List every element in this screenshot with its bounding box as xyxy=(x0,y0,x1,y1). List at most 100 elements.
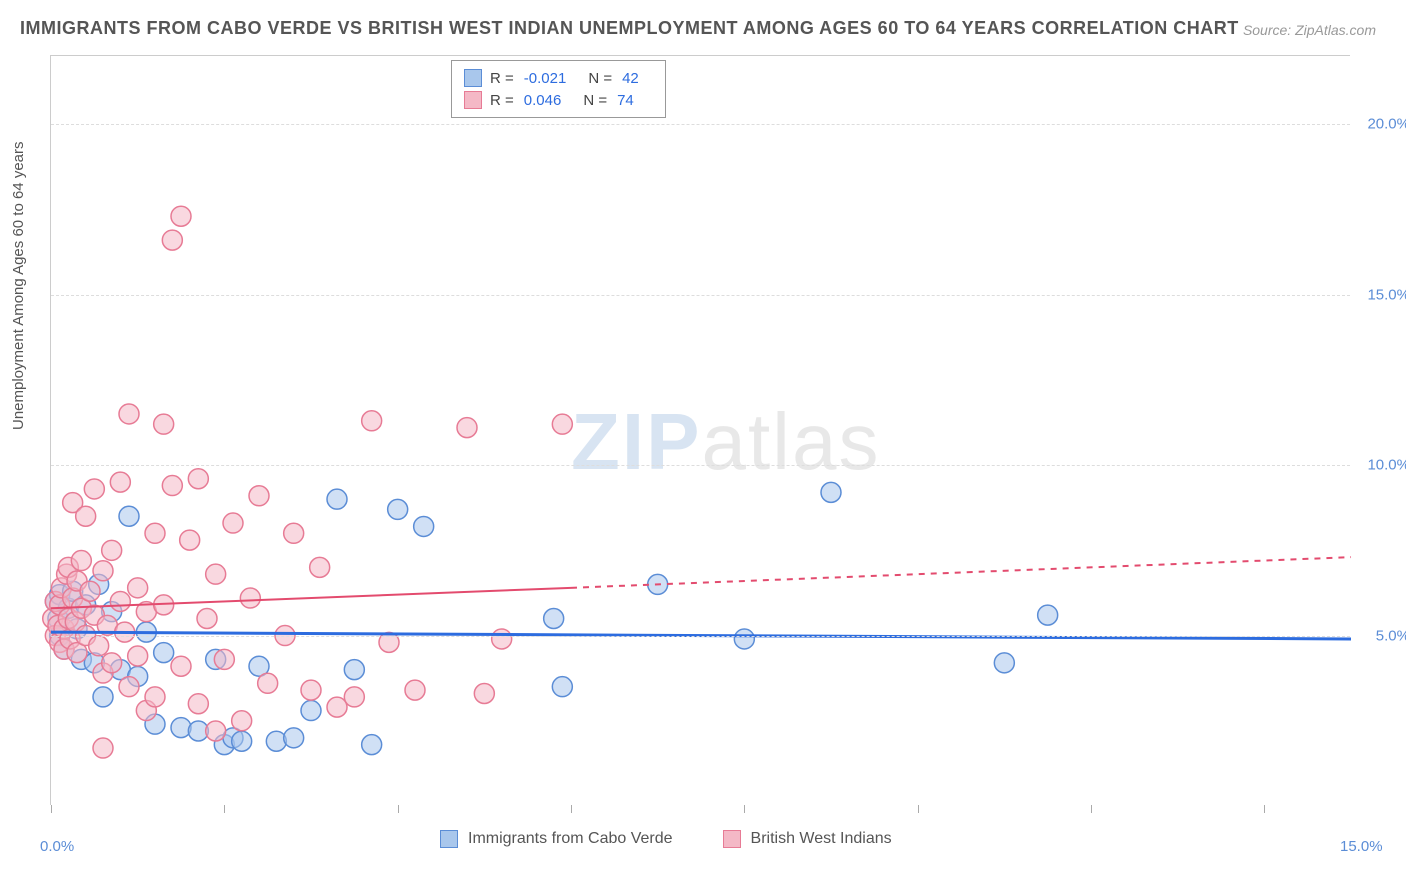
legend-label-1: British West Indians xyxy=(751,830,892,848)
data-point xyxy=(171,206,191,226)
data-point xyxy=(171,656,191,676)
r-label: R = xyxy=(490,70,514,87)
y-tick-label: 10.0% xyxy=(1367,457,1406,474)
data-point xyxy=(154,414,174,434)
data-point xyxy=(310,557,330,577)
x-tick-min: 0.0% xyxy=(40,838,74,855)
data-point xyxy=(119,404,139,424)
y-axis-label: Unemployment Among Ages 60 to 64 years xyxy=(10,141,27,430)
data-point xyxy=(232,711,252,731)
data-point xyxy=(206,564,226,584)
data-point xyxy=(821,482,841,502)
swatch-icon xyxy=(440,830,458,848)
stats-row-0: R = -0.021 N = 42 xyxy=(464,67,653,89)
stats-row-1: R = 0.046 N = 74 xyxy=(464,89,653,111)
n-value: 74 xyxy=(617,92,634,109)
data-point xyxy=(197,609,217,629)
data-point xyxy=(154,643,174,663)
data-point xyxy=(80,581,100,601)
n-label: N = xyxy=(583,92,607,109)
data-point xyxy=(552,677,572,697)
x-tick xyxy=(744,805,745,813)
data-point xyxy=(162,476,182,496)
x-tick xyxy=(1091,805,1092,813)
gridline xyxy=(51,124,1350,125)
data-point xyxy=(206,721,226,741)
data-point xyxy=(145,687,165,707)
data-point xyxy=(414,516,434,536)
y-tick-label: 5.0% xyxy=(1376,627,1406,644)
y-tick-label: 20.0% xyxy=(1367,116,1406,133)
data-point xyxy=(71,551,91,571)
chart-title: IMMIGRANTS FROM CABO VERDE VS BRITISH WE… xyxy=(20,18,1239,39)
swatch-icon xyxy=(464,69,482,87)
data-point xyxy=(110,591,130,611)
n-value: 42 xyxy=(622,70,639,87)
y-tick-label: 15.0% xyxy=(1367,286,1406,303)
x-tick-max: 15.0% xyxy=(1340,838,1383,855)
data-point xyxy=(249,486,269,506)
gridline xyxy=(51,636,1350,637)
data-point xyxy=(327,489,347,509)
data-point xyxy=(162,230,182,250)
data-point xyxy=(474,684,494,704)
data-point xyxy=(301,701,321,721)
x-tick xyxy=(571,805,572,813)
swatch-icon xyxy=(723,830,741,848)
data-point xyxy=(258,673,278,693)
data-point xyxy=(232,731,252,751)
plot-area: ZIPatlas R = -0.021 N = 42 R = 0.046 N =… xyxy=(50,55,1350,805)
x-tick xyxy=(1264,805,1265,813)
data-point xyxy=(188,469,208,489)
data-point xyxy=(145,523,165,543)
data-point xyxy=(994,653,1014,673)
data-point xyxy=(188,694,208,714)
data-point xyxy=(266,731,286,751)
stats-legend: R = -0.021 N = 42 R = 0.046 N = 74 xyxy=(451,60,666,118)
data-point xyxy=(1038,605,1058,625)
data-point xyxy=(223,513,243,533)
data-point xyxy=(76,506,96,526)
data-point xyxy=(89,636,109,656)
data-point xyxy=(93,738,113,758)
data-point xyxy=(180,530,200,550)
n-label: N = xyxy=(588,70,612,87)
chart-canvas xyxy=(51,56,1351,806)
data-point xyxy=(405,680,425,700)
data-point xyxy=(388,499,408,519)
data-point xyxy=(544,609,564,629)
data-point xyxy=(93,561,113,581)
data-point xyxy=(457,418,477,438)
data-point xyxy=(110,472,130,492)
data-point xyxy=(344,660,364,680)
data-point xyxy=(362,735,382,755)
trend-line-dashed xyxy=(571,557,1351,588)
data-point xyxy=(84,479,104,499)
r-label: R = xyxy=(490,92,514,109)
x-tick xyxy=(224,805,225,813)
data-point xyxy=(301,680,321,700)
data-point xyxy=(552,414,572,434)
data-point xyxy=(214,649,234,669)
data-point xyxy=(119,506,139,526)
series-legend: Immigrants from Cabo Verde British West … xyxy=(440,830,892,848)
r-value: 0.046 xyxy=(524,92,562,109)
x-tick xyxy=(398,805,399,813)
x-tick xyxy=(918,805,919,813)
gridline xyxy=(51,465,1350,466)
data-point xyxy=(93,687,113,707)
data-point xyxy=(362,411,382,431)
data-point xyxy=(240,588,260,608)
data-point xyxy=(284,728,304,748)
data-point xyxy=(128,578,148,598)
data-point xyxy=(284,523,304,543)
data-point xyxy=(128,646,148,666)
swatch-icon xyxy=(464,91,482,109)
data-point xyxy=(102,540,122,560)
legend-label-0: Immigrants from Cabo Verde xyxy=(468,830,673,848)
data-point xyxy=(734,629,754,649)
r-value: -0.021 xyxy=(524,70,567,87)
x-tick xyxy=(51,805,52,813)
data-point xyxy=(119,677,139,697)
data-point xyxy=(102,653,122,673)
